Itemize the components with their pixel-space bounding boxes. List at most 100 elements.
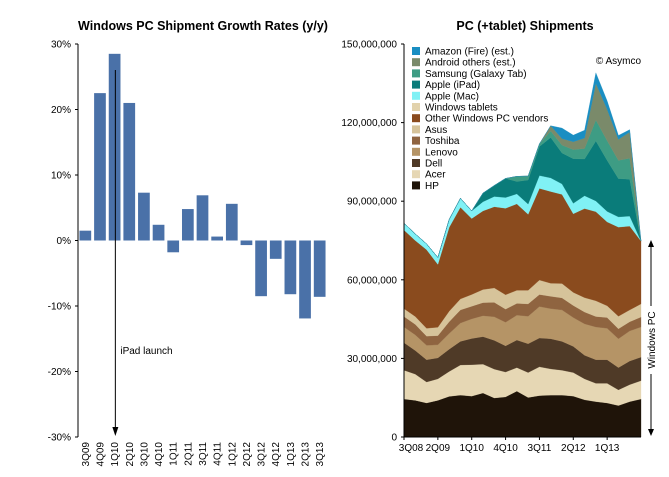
growth-x-tick-label: 4Q11 <box>213 442 224 466</box>
shipments-legend: Amazon (Fire) (est.)Android others (est.… <box>412 47 548 192</box>
shipments-x-tick-label: 3Q11 <box>528 443 552 454</box>
legend-label-windows_tablets: Windows tablets <box>425 103 498 114</box>
ipad-launch-arrow-icon <box>112 427 119 436</box>
growth-y-axis: 30% 20% 10% 0% -10% -20% -30% <box>48 40 79 444</box>
growth-bar-2q12 <box>240 240 253 246</box>
growth-bar-3q12 <box>255 240 267 297</box>
shipments-y-tick-label: 60,000,000 <box>347 275 397 286</box>
legend-label-apple_ipad: Apple (iPad) <box>425 80 480 91</box>
growth-y-tick-label: 10% <box>51 171 71 182</box>
legend-swatch-amazon <box>412 47 420 55</box>
growth-x-tick-label: 3Q11 <box>198 442 209 466</box>
legend-swatch-android <box>412 58 420 67</box>
shipments-chart-title: PC (+tablet) Shipments <box>456 19 593 33</box>
shipments-x-tick-label: 2Q09 <box>426 443 451 454</box>
bracket-up-arrow-icon <box>648 240 654 247</box>
bracket-down-arrow-icon <box>648 429 654 436</box>
growth-y-tick-label: 30% <box>51 40 71 51</box>
growth-bar-1q10 <box>108 53 121 241</box>
legend-label-android: Android others (est.) <box>425 58 516 69</box>
growth-y-tick-label: 20% <box>51 105 71 116</box>
growth-rate-chart: Windows PC Shipment Growth Rates (y/y) 3… <box>48 19 328 466</box>
ipad-launch-label: iPad launch <box>120 346 172 357</box>
growth-bar-4q11 <box>211 236 224 241</box>
legend-swatch-asus <box>412 125 420 134</box>
shipments-y-tick-label: 120,000,000 <box>341 118 397 129</box>
growth-bar-4q10 <box>152 224 165 241</box>
shipments-y-tick-label: 30,000,000 <box>347 354 397 365</box>
area-amazon <box>403 72 642 258</box>
legend-swatch-apple_mac <box>412 91 420 100</box>
legend-label-amazon: Amazon (Fire) (est.) <box>425 47 514 58</box>
growth-x-tick-label: 3Q13 <box>315 442 326 467</box>
legend-swatch-samsung <box>412 69 420 78</box>
growth-x-tick-label: 1Q13 <box>286 442 297 467</box>
shipments-y-tick-label: 0 <box>391 433 397 444</box>
growth-chart-title: Windows PC Shipment Growth Rates (y/y) <box>78 19 328 33</box>
growth-bar-2q13 <box>299 240 311 319</box>
shipments-y-tick-label: 90,000,000 <box>347 197 397 208</box>
legend-label-dell: Dell <box>425 159 442 170</box>
growth-y-tick-label: -10% <box>48 302 71 313</box>
growth-bar-3q10 <box>138 192 150 241</box>
growth-x-tick-label: 1Q10 <box>110 442 121 467</box>
growth-bar-3q09 <box>79 230 92 241</box>
growth-bar-4q09 <box>94 93 106 241</box>
growth-x-tick-label: 2Q13 <box>301 442 312 467</box>
growth-x-tick-label: 2Q12 <box>242 442 253 467</box>
shipments-y-axis: 150,000,000 120,000,000 90,000,000 60,000,0… <box>341 40 641 444</box>
legend-label-hp: HP <box>425 181 439 192</box>
legend-label-acer: Acer <box>425 170 446 181</box>
growth-y-tick-label: 0% <box>57 236 72 247</box>
legend-label-samsung: Samsung (Galaxy Tab) <box>425 69 527 80</box>
shipments-y-tick-label: 150,000,000 <box>341 40 397 51</box>
growth-bar-1q12 <box>225 203 238 241</box>
growth-y-tick-label: -20% <box>48 367 71 378</box>
legend-swatch-windows_tablets <box>412 103 420 111</box>
growth-x-tick-label: 3Q10 <box>139 442 150 467</box>
growth-bar-1q11 <box>167 240 180 253</box>
legend-swatch-acer <box>412 170 420 179</box>
growth-bar-1q13 <box>284 240 297 295</box>
windows-pc-bracket: Windows PC <box>647 240 660 436</box>
credit-label: © Asymco <box>596 56 642 67</box>
growth-bar-3q13 <box>313 240 326 297</box>
growth-x-tick-label: 4Q12 <box>271 442 282 467</box>
legend-swatch-apple_ipad <box>412 80 420 89</box>
legend-label-apple_mac: Apple (Mac) <box>425 91 479 102</box>
growth-x-tick-label: 3Q12 <box>257 442 268 467</box>
legend-swatch-lenovo <box>412 147 420 156</box>
legend-label-asus: Asus <box>425 125 447 136</box>
windows-pc-side-label: Windows PC <box>647 311 658 368</box>
growth-x-tick-label: 2Q10 <box>125 442 136 467</box>
growth-x-tick-labels: 3Q09 4Q09 1Q10 2Q10 3Q10 4Q10 1Q11 2Q11 3Q11 4Q11… <box>81 442 326 467</box>
shipments-x-tick-labels: 3Q08 2Q09 1Q10 4Q10 3Q11 2Q12 1Q13 <box>399 437 620 454</box>
legend-label-lenovo: Lenovo <box>425 147 458 158</box>
growth-bars <box>79 53 326 319</box>
bracket-label-backing <box>648 306 660 374</box>
legend-label-other_windows: Other Windows PC vendors <box>425 114 548 125</box>
growth-x-tick-label: 4Q09 <box>95 442 106 467</box>
shipments-stacked-areas <box>403 72 642 438</box>
growth-x-tick-label: 3Q09 <box>81 442 92 467</box>
growth-x-tick-label: 1Q11 <box>169 442 180 466</box>
shipments-x-tick-label: 1Q10 <box>459 443 484 454</box>
shipments-x-tick-label: 2Q12 <box>561 443 586 454</box>
shipments-x-tick-label: 1Q13 <box>595 443 620 454</box>
legend-swatch-dell <box>412 159 420 167</box>
ipad-launch-annotation: iPad launch <box>112 70 173 436</box>
growth-bar-3q11 <box>196 195 209 241</box>
growth-x-tick-label: 2Q11 <box>183 442 194 466</box>
growth-x-tick-label: 4Q10 <box>154 442 165 467</box>
growth-bar-2q11 <box>181 209 194 241</box>
shipments-x-tick-label: 4Q10 <box>493 443 518 454</box>
growth-bar-4q12 <box>269 240 282 259</box>
legend-swatch-hp <box>412 181 420 190</box>
growth-x-tick-label: 1Q12 <box>227 442 238 467</box>
shipments-chart: PC (+tablet) Shipments 150,000,000 120,00… <box>341 19 660 454</box>
shipments-x-tick-label: 3Q08 <box>399 443 424 454</box>
legend-swatch-other_windows <box>412 114 420 123</box>
legend-label-toshiba: Toshiba <box>425 136 460 147</box>
growth-y-tick-label: -30% <box>48 433 71 444</box>
